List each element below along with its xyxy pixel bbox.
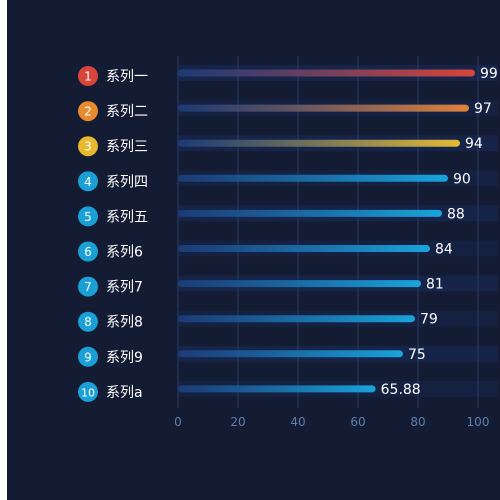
bar-value-label: 84 [435,242,453,258]
x-tick-label: 60 [350,415,365,429]
bar [178,245,430,252]
category-label: 系列二 [106,104,148,120]
bar [178,385,376,393]
rank-number: 4 [84,175,92,189]
bar [178,174,448,182]
rank-badge [78,276,98,297]
x-tick-label: 100 [467,415,490,429]
category-label: 系列7 [106,280,143,296]
rank-number: 3 [84,140,92,154]
rank-badge [78,346,98,367]
category-label: 系列6 [106,245,143,261]
bar-value-label: 75 [408,347,426,363]
bar [178,350,403,358]
rank-number: 6 [84,245,92,259]
x-tick-label: 0 [174,415,182,429]
grid-lines [177,56,479,408]
rank-number: 2 [84,105,92,119]
category-label: 系列四 [106,174,148,190]
rank-number: 9 [84,350,92,364]
x-tick-label: 40 [290,415,305,429]
bar [178,104,469,112]
rank-badge [78,381,98,402]
rank-number: 10 [81,386,95,399]
rank-number: 5 [84,210,92,224]
x-tick-label: 20 [230,415,245,429]
rank-badge [78,311,98,332]
bar-tracks [178,65,498,397]
bar-value-label: 79 [420,312,438,328]
bar-value-label: 97 [474,101,492,117]
bars [178,69,475,393]
bar-value-label: 99 [480,66,498,82]
category-label: 系列9 [106,350,143,366]
rank-badge [78,136,98,157]
bar [178,209,442,217]
x-tick-label: 80 [410,415,425,429]
bar [178,69,475,77]
bar [178,315,415,323]
category-label: 系列一 [106,69,148,85]
category-label: 系列三 [106,139,148,155]
rank-badge [78,206,98,227]
bar-value-label: 81 [426,277,444,293]
chart-canvas: 99 1 系列一 97 2 系列二 94 3 系列三 90 4 系列四 88 5 系列五 84 6 系列6 81 7 系… [7,0,500,500]
bar-value-label: 90 [453,171,471,187]
bar-value-label: 94 [465,136,483,152]
bar [178,139,460,147]
rank-number: 1 [84,70,92,84]
category-label: 系列8 [106,315,143,331]
rank-badge [78,171,98,192]
category-label: 系列五 [106,209,148,225]
bar [178,280,421,288]
category-label: 系列a [106,385,143,401]
bar-value-label: 88 [447,206,465,222]
rank-badge [78,101,98,122]
bar-value-label: 65.88 [381,382,421,398]
rank-number: 8 [84,315,92,329]
rank-badge [78,241,98,262]
rank-number: 7 [84,280,92,294]
rank-badge [78,66,98,86]
x-axis: 0 20 40 60 80 100 [174,415,489,429]
